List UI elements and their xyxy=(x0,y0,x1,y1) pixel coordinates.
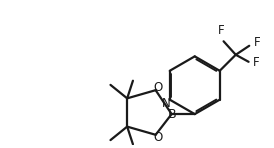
Text: O: O xyxy=(153,81,162,94)
Text: B: B xyxy=(167,108,176,121)
Text: F: F xyxy=(253,36,260,49)
Text: O: O xyxy=(153,131,162,144)
Text: N: N xyxy=(162,97,171,110)
Text: F: F xyxy=(253,56,259,69)
Text: F: F xyxy=(218,24,225,37)
